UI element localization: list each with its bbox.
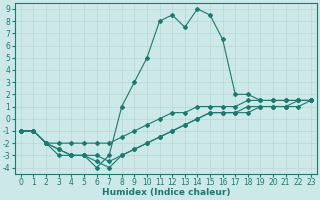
X-axis label: Humidex (Indice chaleur): Humidex (Indice chaleur) xyxy=(102,188,230,197)
